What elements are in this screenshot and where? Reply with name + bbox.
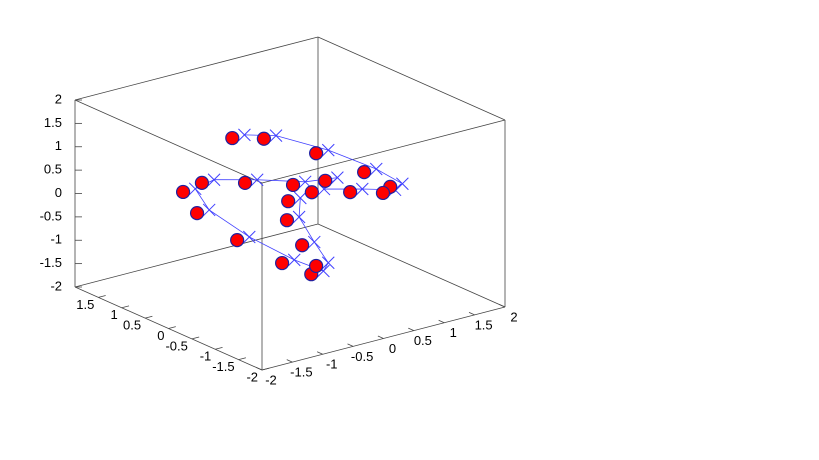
y-tick-label: 0.5	[123, 318, 141, 333]
point	[292, 210, 306, 224]
point	[318, 173, 333, 188]
point	[230, 233, 245, 248]
point	[369, 162, 383, 176]
y-tick-label: -1.5	[212, 359, 234, 374]
y-tick-label: 1	[111, 307, 118, 322]
x-tick-label: 0	[389, 341, 396, 356]
y-tick-label: 0	[157, 328, 164, 343]
x-tick	[347, 343, 354, 347]
x-tick	[438, 319, 445, 324]
x-tick-label: -2	[265, 372, 277, 387]
x-tick-label: -1.5	[290, 365, 312, 380]
x-tick-label: 1	[450, 325, 457, 340]
z-tick-label: 1	[55, 138, 62, 153]
box-edge	[317, 223, 506, 308]
y-tick	[121, 305, 130, 309]
x-tick-label: -1	[326, 357, 338, 372]
point	[307, 235, 321, 249]
point	[275, 255, 290, 271]
y-tick-label: -0.5	[165, 338, 187, 353]
box-edge	[261, 119, 506, 184]
point	[321, 256, 335, 270]
z-tick-label: 0	[55, 185, 62, 200]
point	[256, 131, 271, 146]
box-edge	[74, 36, 319, 101]
point	[321, 143, 335, 157]
x-tick-label: 1.5	[475, 317, 493, 332]
y-tick-label: -2	[246, 369, 258, 384]
x-tick-label: -0.5	[351, 349, 373, 364]
x-tick	[256, 367, 263, 371]
point	[396, 177, 409, 191]
point	[287, 253, 301, 267]
point	[285, 177, 301, 193]
point	[375, 185, 391, 201]
point	[194, 175, 210, 190]
point	[250, 173, 264, 187]
z-tick-label: -0.5	[40, 208, 62, 223]
point	[281, 194, 296, 209]
x-tick	[408, 327, 415, 331]
y-tick	[98, 295, 106, 298]
point	[237, 175, 253, 190]
point	[202, 203, 216, 217]
x-tick	[468, 312, 475, 316]
y-tick-label: 1.5	[76, 297, 94, 312]
point	[207, 173, 221, 187]
z-tick-label: -1.5	[40, 255, 62, 270]
point	[225, 130, 240, 146]
point	[269, 129, 283, 142]
point	[343, 185, 358, 200]
x-tick-label: 2	[510, 309, 517, 324]
point	[293, 191, 307, 205]
y-tick	[215, 346, 223, 350]
box-edge	[317, 36, 506, 121]
point	[309, 258, 324, 274]
box-edge	[74, 223, 319, 288]
z-tick-label: -1	[50, 232, 62, 247]
x-tick	[377, 335, 384, 339]
y-tick	[261, 367, 270, 371]
point	[238, 128, 251, 142]
point	[304, 185, 319, 200]
y-tick-label: -1	[200, 349, 212, 364]
point	[279, 213, 295, 228]
point	[357, 165, 372, 180]
point	[189, 206, 205, 221]
y-tick	[145, 315, 153, 319]
box-edge	[74, 99, 263, 184]
y-tick	[238, 357, 247, 361]
point	[309, 146, 324, 161]
z-tick-label: 2	[55, 91, 62, 106]
x-tick	[499, 304, 506, 308]
point	[242, 230, 256, 244]
z-tick-label: 0.5	[44, 162, 62, 177]
x-tick-label: 0.5	[414, 333, 432, 348]
point	[355, 182, 369, 196]
x-tick	[286, 359, 293, 363]
y-tick	[168, 326, 176, 329]
z-tick-label: 1.5	[44, 115, 62, 130]
z-tick-label: -2	[50, 278, 62, 293]
y-tick	[191, 336, 200, 340]
x-tick	[316, 351, 323, 355]
point	[295, 238, 310, 253]
point	[331, 171, 344, 185]
point	[175, 184, 191, 200]
